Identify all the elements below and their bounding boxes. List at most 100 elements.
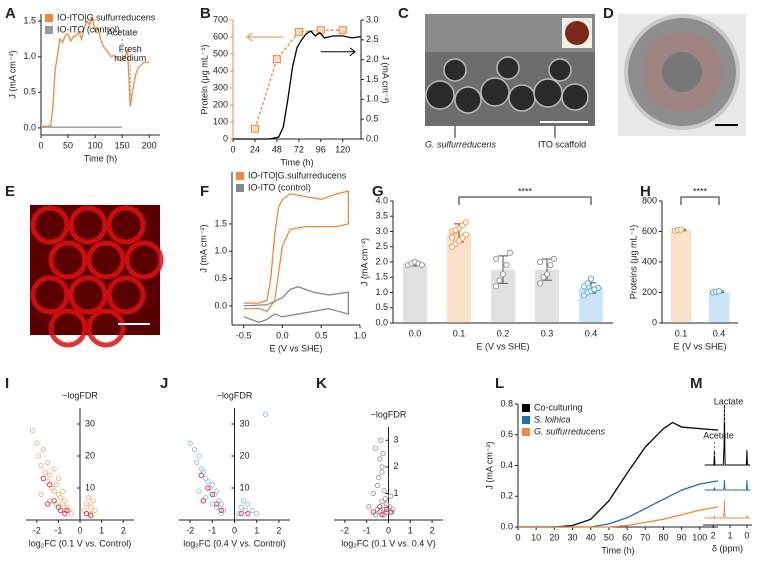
legend-label: IO-ITO|G.sulfurreducens	[57, 12, 156, 22]
x-axis-label: log₂FC (0.4 V vs. Control)	[183, 538, 286, 548]
legend-swatch	[522, 404, 530, 412]
y-tick-label: 800	[642, 195, 657, 205]
x-tick-label: 96	[316, 144, 326, 154]
x-tick-label: -1	[54, 525, 62, 535]
x-tick-label: 0	[744, 530, 749, 540]
data-point	[236, 510, 242, 517]
data-point	[240, 498, 247, 504]
data-point	[547, 261, 554, 269]
data-point	[196, 488, 202, 494]
data-point	[83, 510, 90, 517]
data-point	[40, 446, 46, 453]
data-point	[209, 501, 215, 507]
data-point	[254, 510, 260, 517]
y-tick-label: 4.0	[375, 195, 388, 205]
legend-swatch	[522, 416, 530, 424]
data-point	[194, 459, 200, 466]
data-point	[218, 510, 224, 517]
sem-image: G. sulfurreducens ITO scaffold	[425, 14, 595, 149]
y-tick-label: 3.0	[375, 226, 388, 236]
x-tick-label: 0	[230, 144, 235, 154]
y-tick-label: 10	[85, 482, 95, 492]
data-point	[383, 501, 389, 507]
data-point	[44, 501, 51, 507]
x-tick-label: 120	[335, 144, 350, 154]
data-point	[506, 249, 514, 256]
significance-label: ****	[518, 186, 533, 196]
data-point	[57, 507, 64, 514]
data-point	[55, 475, 62, 482]
data-point	[42, 469, 49, 475]
data-point	[370, 509, 376, 515]
y-tick-label: 1.0	[375, 287, 388, 297]
data-point	[205, 478, 211, 485]
x-tick-label: 20	[549, 532, 559, 542]
y-tick-label: 10	[240, 482, 250, 492]
legend-label: Co-culturing	[534, 402, 583, 412]
x-tick-label: 50	[604, 532, 614, 542]
x-tick-label: 0	[38, 140, 43, 150]
significance-bracket	[458, 196, 592, 205]
x-tick-label: 0.0	[276, 330, 289, 340]
panel-letter: C	[398, 5, 409, 22]
data-point	[452, 226, 459, 234]
x-tick-label: 2	[711, 530, 716, 540]
x-axis-label: E (V vs SHE)	[673, 341, 726, 351]
data-point	[262, 411, 269, 418]
x-tick-label: 80	[658, 532, 668, 542]
data-line	[254, 29, 343, 129]
data-point	[377, 504, 383, 510]
data-point	[36, 453, 42, 459]
data-marker	[338, 26, 347, 35]
data-point	[245, 501, 251, 507]
data-point	[388, 493, 394, 499]
x-tick-label: -1	[363, 525, 371, 535]
x-tick-label: 72	[294, 144, 304, 154]
panel-letter: J	[160, 375, 168, 392]
data-point	[379, 464, 385, 470]
data-point	[198, 472, 204, 478]
y-tick-label: 2.0	[375, 256, 388, 266]
data-point	[218, 501, 224, 507]
x-axis-label: δ (ppm)	[712, 543, 743, 553]
y-tick-label: 0.4	[500, 460, 513, 470]
data-point	[214, 488, 220, 494]
data-point	[214, 501, 220, 507]
legend-swatch	[45, 14, 53, 22]
data-point	[88, 504, 94, 510]
legend-swatch	[236, 172, 244, 180]
y-tick-label: 0	[223, 133, 228, 143]
y-tick-label: 0.5	[375, 302, 388, 312]
data-line	[518, 506, 719, 528]
x-tick-label: 30	[568, 532, 578, 542]
image-label: G. sulfurreducens	[425, 139, 497, 149]
data-point	[51, 488, 57, 494]
y-tick-label: 0.5	[23, 87, 36, 97]
y-tick-label: 0.0	[500, 521, 513, 531]
y-tick-label: 3	[394, 435, 399, 445]
image-label: ITO scaffold	[538, 139, 586, 149]
x-tick-label: 70	[640, 532, 650, 542]
data-point	[85, 494, 92, 501]
x-tick-label: 2	[121, 525, 126, 535]
x-tick-label: 1	[408, 525, 413, 535]
data-point	[379, 498, 385, 505]
legend-label: S. loihica	[534, 414, 571, 424]
data-point	[550, 255, 558, 263]
data-marker	[250, 124, 259, 133]
y-tick-label: 20	[240, 450, 250, 460]
x-tick-label: 100	[692, 532, 707, 542]
y2-tick-label: 3.0	[366, 14, 379, 24]
panel-letter: I	[5, 375, 9, 392]
data-point	[47, 472, 53, 478]
x-tick-label: -2	[33, 525, 41, 535]
y-tick-label: 1.5	[214, 218, 227, 228]
bar	[670, 229, 692, 323]
x-tick-label: -2	[341, 525, 349, 535]
x-tick-label: 0.2	[497, 328, 510, 338]
x-tick-label: -0.5	[236, 330, 252, 340]
x-tick-label: 1	[99, 525, 104, 535]
data-point	[214, 504, 220, 510]
data-point	[378, 437, 384, 443]
x-tick-label: 2	[276, 525, 281, 535]
